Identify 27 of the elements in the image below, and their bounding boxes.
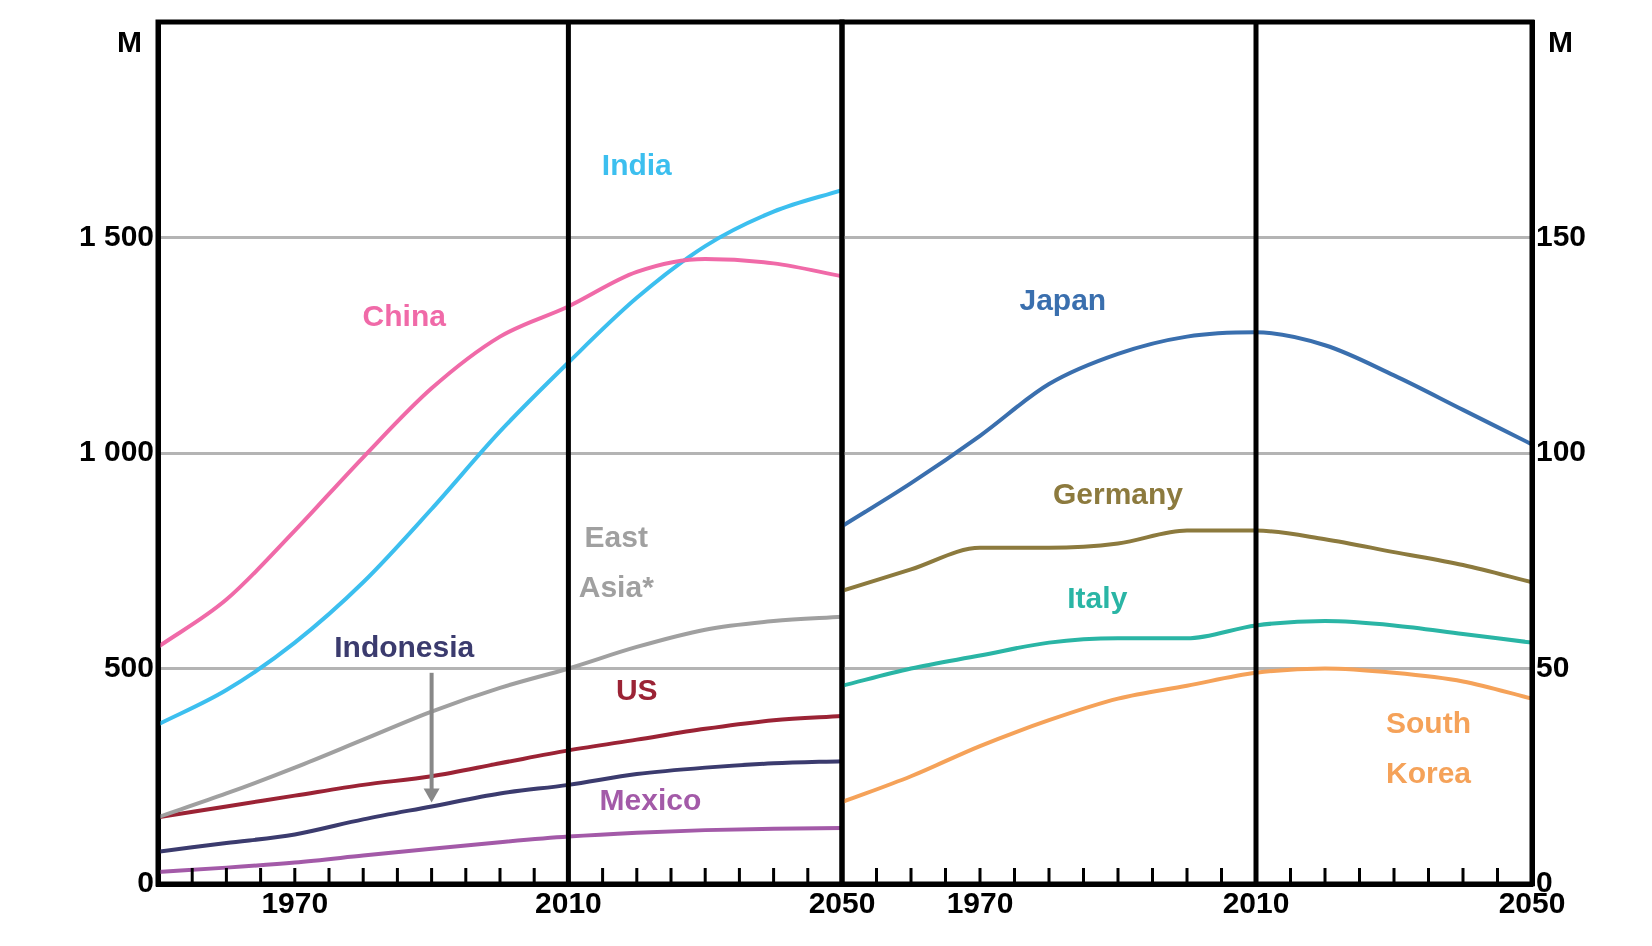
y2-tick-label: 150 [1536, 218, 1587, 252]
y-tick-label: 1 000 [78, 434, 154, 468]
series-label: Mexico [599, 783, 702, 817]
series-label: China [362, 298, 447, 332]
x-tick-label: 2010 [535, 886, 602, 920]
x-tick-label: 2010 [1222, 886, 1290, 920]
x-tick-label: 1970 [261, 886, 329, 920]
series-label: South Korea [1385, 705, 1472, 789]
series-label: Japan [1019, 283, 1107, 317]
line-series [158, 825, 842, 874]
series-label: Germany [1052, 477, 1184, 511]
line-series [158, 713, 842, 820]
y2-axis-title: M [1548, 25, 1573, 59]
x-tick-label: 1970 [946, 886, 1014, 920]
series-label: Italy [1067, 580, 1128, 614]
text: India [601, 147, 673, 181]
series-label: East Asia* [578, 520, 655, 604]
series-label: US [615, 673, 658, 707]
text: Indonesia [334, 630, 475, 664]
x-tick-label: 2050 [808, 886, 876, 920]
y-tick-label: 0 [137, 865, 154, 899]
y2-tick-label: 100 [1536, 434, 1587, 468]
y-tick-label: 1 500 [78, 218, 154, 252]
y2-tick-label: 50 [1536, 649, 1570, 683]
y-tick-label: 500 [103, 649, 154, 683]
y-axis-title: M [117, 25, 142, 59]
line-series [158, 759, 842, 854]
